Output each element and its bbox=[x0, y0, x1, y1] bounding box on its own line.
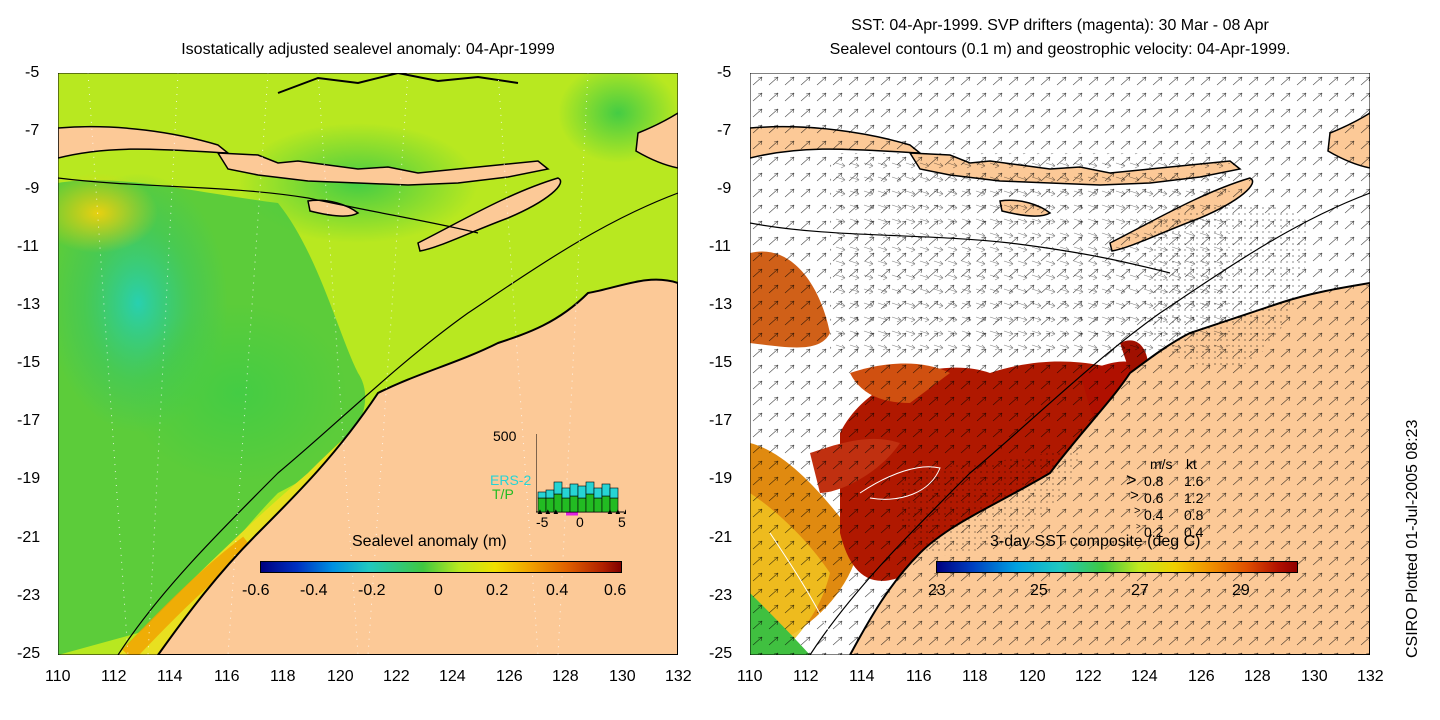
speed-arrow-icon: > bbox=[1134, 505, 1141, 517]
colorbar-tick: 25 bbox=[1030, 582, 1048, 599]
colorbar-tick: -0.6 bbox=[242, 582, 270, 599]
inset-series-ers2: ERS-2 bbox=[490, 472, 532, 488]
colorbar-tick: 0.6 bbox=[604, 582, 627, 599]
inset-ymax-label: 500 bbox=[493, 428, 517, 444]
lat-tick: -13 bbox=[17, 296, 41, 313]
lesser-sunda-islands bbox=[216, 152, 550, 186]
inset-xtick: 5 bbox=[618, 514, 626, 530]
colorbar-tick: 23 bbox=[928, 582, 946, 599]
lat-tick: -23 bbox=[709, 587, 733, 604]
lat-tick: -17 bbox=[709, 412, 733, 429]
lon-tick: 130 bbox=[1301, 668, 1328, 685]
speed-ms: 0.8 bbox=[1144, 473, 1164, 489]
lat-tick: -11 bbox=[709, 238, 731, 255]
speed-arrow-icon: > bbox=[1130, 487, 1139, 504]
timor-island bbox=[417, 177, 562, 252]
colorbar-tick: 29 bbox=[1232, 582, 1250, 599]
speed-kt: 0.4 bbox=[1184, 524, 1204, 540]
contour-line bbox=[57, 177, 479, 234]
lon-tick: 128 bbox=[552, 668, 579, 685]
colorbar-tick: -0.4 bbox=[300, 582, 328, 599]
lon-tick: 110 bbox=[45, 668, 71, 685]
speed-arrow-icon: > bbox=[1126, 470, 1137, 490]
lon-tick: 132 bbox=[665, 668, 692, 685]
sealevel-colorbar bbox=[260, 561, 622, 573]
lon-tick: 118 bbox=[962, 668, 988, 685]
inset-bars: ▲▲▲ ▲▲▲ bbox=[536, 434, 626, 516]
lat-tick: -7 bbox=[717, 122, 732, 139]
lat-tick: -13 bbox=[709, 296, 733, 313]
lat-tick: -15 bbox=[709, 354, 733, 371]
colorbar-tick: 0 bbox=[434, 582, 443, 599]
altimeter-coverage-inset: 500 ERS-2 T/P ▲▲▲ ▲▲▲ -5 0 5 bbox=[490, 428, 630, 530]
lat-tick: -5 bbox=[25, 64, 40, 81]
lat-tick: -5 bbox=[717, 64, 732, 81]
lon-tick: 124 bbox=[1131, 668, 1158, 685]
lon-tick: 122 bbox=[1075, 668, 1102, 685]
lat-tick: -21 bbox=[709, 529, 733, 546]
speed-kt: 0.8 bbox=[1184, 507, 1204, 523]
lat-tick: -23 bbox=[17, 587, 41, 604]
lon-tick: 120 bbox=[1019, 668, 1046, 685]
lon-tick: 132 bbox=[1357, 668, 1384, 685]
lon-tick: 112 bbox=[101, 668, 127, 685]
right-panel-title-line1: SST: 04-Apr-1999. SVP drifters (magenta)… bbox=[851, 17, 1269, 34]
lon-tick: 122 bbox=[383, 668, 410, 685]
sealevel-contour bbox=[749, 222, 1171, 274]
lon-tick: 126 bbox=[1188, 668, 1215, 685]
lon-tick: 114 bbox=[849, 668, 875, 685]
lon-tick: 126 bbox=[496, 668, 523, 685]
colorbar-tick: 0.4 bbox=[546, 582, 569, 599]
speed-legend-header-kt: kt bbox=[1186, 456, 1197, 472]
speed-ms: 0.4 bbox=[1144, 507, 1164, 523]
speed-ms: 0.2 bbox=[1144, 524, 1164, 540]
sealevel-contour bbox=[809, 192, 1371, 656]
sumba-island bbox=[307, 199, 360, 217]
lat-tick: -19 bbox=[709, 470, 733, 487]
lat-tick: -9 bbox=[717, 180, 732, 197]
lon-tick: 118 bbox=[270, 668, 296, 685]
svg-text:▲▲▲: ▲▲▲ bbox=[606, 507, 626, 516]
inset-series-tp: T/P bbox=[492, 486, 514, 502]
colorbar-tick: 0.2 bbox=[486, 582, 509, 599]
lon-tick: 112 bbox=[793, 668, 819, 685]
lat-tick: -15 bbox=[17, 354, 41, 371]
lat-tick: -11 bbox=[17, 238, 39, 255]
lon-tick: 128 bbox=[1244, 668, 1271, 685]
lon-tick: 110 bbox=[737, 668, 763, 685]
lon-tick: 116 bbox=[906, 668, 932, 685]
sst-colorbar bbox=[936, 561, 1298, 573]
speed-legend-header-ms: m/s bbox=[1150, 456, 1173, 472]
svg-text:▲▲▲: ▲▲▲ bbox=[536, 507, 560, 516]
right-colorbar-label: 3-day SST composite (deg C) bbox=[990, 533, 1201, 550]
speed-ms: 0.6 bbox=[1144, 490, 1164, 506]
lat-tick: -25 bbox=[17, 645, 41, 662]
lon-tick: 130 bbox=[609, 668, 636, 685]
lat-tick: -21 bbox=[17, 529, 41, 546]
speed-arrow-icon: > bbox=[1136, 522, 1141, 531]
colorbar-tick: -0.2 bbox=[358, 582, 386, 599]
speed-kt: 1.6 bbox=[1184, 473, 1204, 489]
left-colorbar-label: Sealevel anomaly (m) bbox=[352, 533, 507, 550]
speed-legend: m/s kt > 0.8 1.6 > 0.6 1.2 > 0.4 0.8 > 0… bbox=[1122, 456, 1232, 566]
lat-tick: -25 bbox=[709, 645, 733, 662]
plot-credit: CSIRO Plotted 01-Jul-2005 08:23 bbox=[1404, 419, 1421, 658]
colorbar-tick: 27 bbox=[1131, 582, 1149, 599]
inset-xtick: -5 bbox=[536, 514, 549, 530]
lat-tick: -19 bbox=[17, 470, 41, 487]
lat-tick: -17 bbox=[17, 412, 41, 429]
lat-tick: -7 bbox=[25, 122, 40, 139]
lon-tick: 114 bbox=[157, 668, 183, 685]
lon-tick: 116 bbox=[214, 668, 240, 685]
right-panel-title-line2: Sealevel contours (0.1 m) and geostrophi… bbox=[829, 41, 1291, 58]
left-panel-title: Isostatically adjusted sealevel anomaly:… bbox=[181, 41, 555, 58]
lon-tick: 120 bbox=[327, 668, 354, 685]
speed-kt: 1.2 bbox=[1184, 490, 1204, 506]
lat-tick: -9 bbox=[25, 180, 40, 197]
contour-line bbox=[117, 192, 679, 656]
inset-xtick: 0 bbox=[576, 514, 584, 530]
lon-tick: 124 bbox=[439, 668, 466, 685]
